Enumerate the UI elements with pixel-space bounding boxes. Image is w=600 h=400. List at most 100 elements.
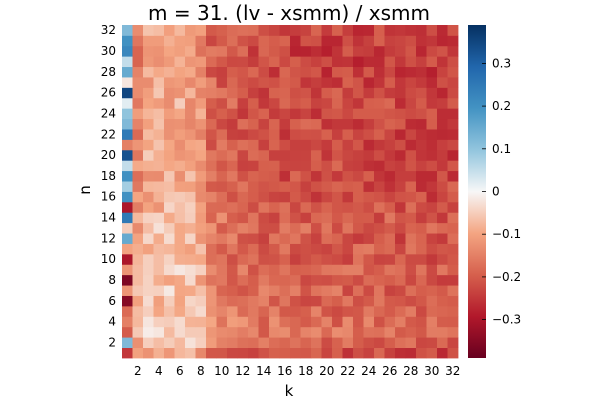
y-tick-label: 4 bbox=[108, 315, 116, 329]
heatmap-cell bbox=[248, 77, 259, 88]
heatmap-cell bbox=[374, 316, 385, 328]
heatmap-cell bbox=[332, 25, 343, 36]
heatmap-cell bbox=[258, 243, 270, 255]
heatmap-cell bbox=[437, 108, 448, 120]
heatmap-cell bbox=[384, 56, 396, 68]
heatmap-cell bbox=[384, 295, 396, 307]
heatmap-cell bbox=[132, 347, 144, 359]
heatmap-cell bbox=[227, 25, 238, 36]
heatmap-cell bbox=[332, 347, 343, 359]
heatmap-cell bbox=[185, 97, 196, 109]
heatmap-cell bbox=[353, 285, 364, 296]
heatmap-cell bbox=[206, 25, 217, 36]
heatmap-cell bbox=[426, 274, 438, 286]
heatmap-cell bbox=[206, 108, 217, 120]
heatmap-cell bbox=[164, 66, 175, 78]
heatmap-cell bbox=[311, 45, 322, 57]
heatmap-cell bbox=[227, 108, 238, 120]
heatmap-cell bbox=[437, 337, 448, 348]
heatmap-cell bbox=[321, 233, 333, 244]
heatmap-cell bbox=[311, 56, 322, 68]
heatmap-cell bbox=[132, 191, 144, 203]
heatmap-cell bbox=[132, 149, 144, 161]
heatmap-cell bbox=[122, 45, 133, 57]
heatmap-cell bbox=[426, 201, 438, 213]
heatmap-cell bbox=[174, 212, 186, 224]
heatmap-cell bbox=[143, 108, 154, 120]
heatmap-cell bbox=[164, 316, 175, 328]
heatmap-cell bbox=[395, 35, 406, 47]
heatmap-cell bbox=[342, 305, 354, 317]
heatmap-cell bbox=[374, 337, 385, 348]
heatmap-cell bbox=[153, 160, 165, 172]
heatmap-cell bbox=[227, 274, 238, 286]
heatmap-cell bbox=[353, 212, 364, 224]
heatmap-cell bbox=[384, 243, 396, 255]
heatmap-cell bbox=[269, 87, 280, 99]
heatmap-cell bbox=[290, 149, 301, 161]
heatmap-cell bbox=[384, 285, 396, 296]
heatmap-cell bbox=[426, 149, 438, 161]
heatmap-cell bbox=[132, 316, 144, 328]
heatmap-cell bbox=[311, 118, 322, 130]
y-tick-label: 24 bbox=[101, 107, 116, 121]
heatmap-cell bbox=[269, 233, 280, 244]
heatmap-cell bbox=[321, 243, 333, 255]
heatmap-cell bbox=[174, 35, 186, 47]
heatmap-cell bbox=[290, 108, 301, 120]
heatmap-cell bbox=[311, 87, 322, 99]
heatmap-cell bbox=[353, 160, 364, 172]
colorbar-tick-label: 0 bbox=[492, 185, 500, 199]
heatmap-cell bbox=[195, 295, 207, 307]
heatmap-cell bbox=[195, 212, 207, 224]
heatmap-cell bbox=[216, 233, 228, 244]
y-tick-label: 22 bbox=[101, 127, 116, 141]
heatmap-cell bbox=[395, 201, 406, 213]
heatmap-cell bbox=[384, 337, 396, 348]
heatmap-cell bbox=[122, 285, 133, 296]
heatmap-cell bbox=[216, 66, 228, 78]
heatmap-cell bbox=[248, 66, 259, 78]
heatmap-cell bbox=[185, 77, 196, 88]
heatmap-cell bbox=[405, 337, 417, 348]
heatmap-cell bbox=[405, 264, 417, 276]
heatmap-cell bbox=[279, 222, 291, 234]
heatmap-cell bbox=[132, 201, 144, 213]
heatmap-cell bbox=[363, 139, 375, 151]
x-tick-label: 24 bbox=[361, 364, 376, 378]
heatmap-cell bbox=[174, 274, 186, 286]
heatmap-cell bbox=[227, 347, 238, 359]
heatmap-cell bbox=[374, 45, 385, 57]
heatmap-cell bbox=[384, 170, 396, 182]
heatmap-cell bbox=[332, 316, 343, 328]
heatmap-cell bbox=[269, 305, 280, 317]
heatmap-cell bbox=[174, 264, 186, 276]
heatmap-cell bbox=[300, 118, 312, 130]
heatmap-cell bbox=[174, 45, 186, 57]
heatmap-cell bbox=[227, 160, 238, 172]
heatmap-cell bbox=[290, 129, 301, 140]
heatmap-cell bbox=[132, 181, 144, 192]
heatmap-cell bbox=[342, 295, 354, 307]
heatmap-cell bbox=[258, 149, 270, 161]
heatmap-cell bbox=[143, 243, 154, 255]
heatmap-cell bbox=[143, 77, 154, 88]
heatmap-cell bbox=[227, 285, 238, 296]
heatmap-cell bbox=[227, 222, 238, 234]
heatmap-cell bbox=[195, 118, 207, 130]
heatmap-cell bbox=[395, 66, 406, 78]
heatmap-cell bbox=[447, 45, 459, 57]
heatmap-cell bbox=[363, 97, 375, 109]
heatmap-cell bbox=[195, 243, 207, 255]
heatmap-cell bbox=[342, 108, 354, 120]
heatmap-cell bbox=[185, 316, 196, 328]
heatmap-cell bbox=[353, 97, 364, 109]
heatmap-cell bbox=[174, 285, 186, 296]
heatmap-cell bbox=[216, 149, 228, 161]
heatmap-cell bbox=[143, 253, 154, 265]
heatmap-cell bbox=[153, 337, 165, 348]
heatmap-cell bbox=[300, 253, 312, 265]
heatmap-cell bbox=[332, 77, 343, 88]
heatmap-cell bbox=[290, 118, 301, 130]
heatmap-cell bbox=[174, 108, 186, 120]
